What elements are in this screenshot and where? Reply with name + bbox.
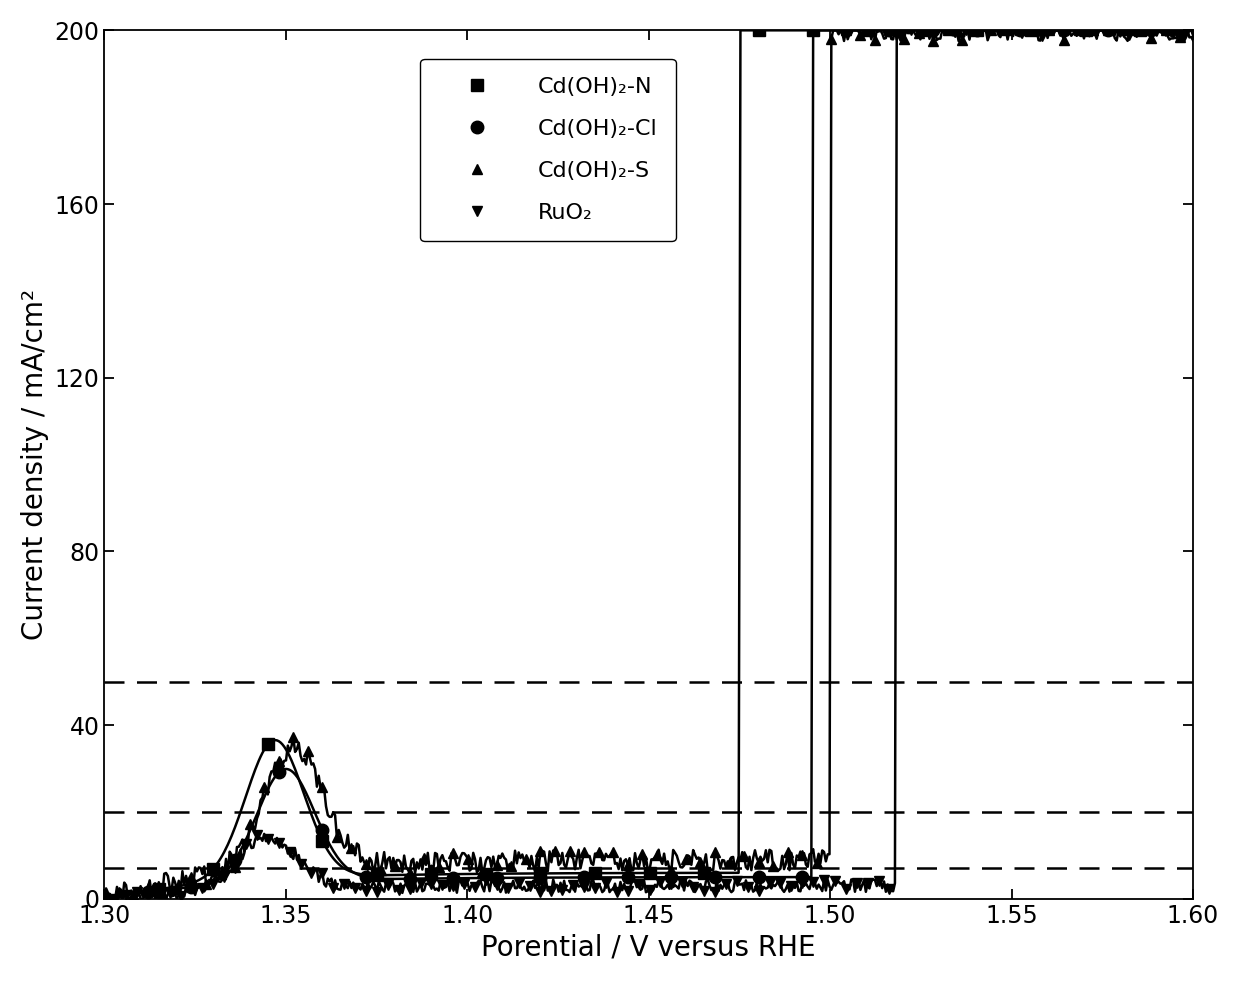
RuO₂ <box>740 881 755 893</box>
RuO₂ <box>1177 30 1192 42</box>
Cd(OH)₂-S <box>926 35 941 47</box>
Cd(OH)₂-N <box>424 868 439 880</box>
Cd(OH)₂-N <box>1133 25 1148 36</box>
Cd(OH)₂-N <box>151 884 166 896</box>
RuO₂ <box>304 867 319 879</box>
Cd(OH)₂-N <box>806 25 821 36</box>
Cd(OH)₂-Cl <box>620 871 635 883</box>
Cd(OH)₂-N <box>1079 25 1094 36</box>
Line: Cd(OH)₂-Cl: Cd(OH)₂-Cl <box>98 25 1157 905</box>
Cd(OH)₂-Cl <box>228 853 243 865</box>
Cd(OH)₂-S <box>998 25 1013 36</box>
RuO₂ <box>904 25 919 36</box>
Cd(OH)₂-Cl <box>795 871 810 883</box>
Cd(OH)₂-S <box>184 871 198 883</box>
Cd(OH)₂-Cl <box>272 767 286 779</box>
Cd(OH)₂-N <box>97 893 112 904</box>
Cd(OH)₂-Cl <box>358 871 373 883</box>
RuO₂ <box>653 876 668 888</box>
Cd(OH)₂-Cl <box>1056 25 1071 36</box>
Cd(OH)₂-N <box>206 862 221 874</box>
Cd(OH)₂-Cl <box>97 893 112 904</box>
Cd(OH)₂-N <box>533 867 548 879</box>
Cd(OH)₂-Cl <box>970 25 985 36</box>
Cd(OH)₂-S <box>838 25 853 36</box>
Cd(OH)₂-Cl <box>838 25 853 36</box>
Cd(OH)₂-Cl <box>882 25 897 36</box>
Cd(OH)₂-Cl <box>1100 25 1115 36</box>
Cd(OH)₂-N <box>315 835 330 846</box>
Cd(OH)₂-S <box>1071 25 1086 36</box>
Cd(OH)₂-N <box>260 738 275 750</box>
RuO₂ <box>1100 25 1115 36</box>
RuO₂ <box>1133 25 1148 36</box>
Cd(OH)₂-Cl <box>315 824 330 836</box>
Cd(OH)₂-N <box>370 869 384 881</box>
Cd(OH)₂-Cl <box>926 25 941 36</box>
Cd(OH)₂-S <box>97 893 112 904</box>
Cd(OH)₂-S <box>1173 31 1188 43</box>
Cd(OH)₂-Cl <box>663 871 678 883</box>
RuO₂ <box>347 882 362 894</box>
Cd(OH)₂-Cl <box>446 872 461 884</box>
Cd(OH)₂-Cl <box>490 872 505 884</box>
Cd(OH)₂-Cl <box>1013 25 1028 36</box>
Cd(OH)₂-S <box>970 25 985 36</box>
Cd(OH)₂-Cl <box>751 871 766 883</box>
Cd(OH)₂-Cl <box>577 872 591 884</box>
Y-axis label: Current density / mA/cm²: Current density / mA/cm² <box>21 289 48 640</box>
Cd(OH)₂-N <box>697 867 712 879</box>
Line: RuO₂: RuO₂ <box>99 26 1189 903</box>
Cd(OH)₂-N <box>588 867 603 879</box>
Line: Cd(OH)₂-S: Cd(OH)₂-S <box>99 26 1185 903</box>
Cd(OH)₂-S <box>955 34 970 46</box>
Cd(OH)₂-N <box>751 25 766 36</box>
X-axis label: Porential / V versus RHE: Porential / V versus RHE <box>481 933 816 961</box>
Cd(OH)₂-N <box>479 868 494 880</box>
Legend: Cd(OH)₂-N, Cd(OH)₂-Cl, Cd(OH)₂-S, RuO₂: Cd(OH)₂-N, Cd(OH)₂-Cl, Cd(OH)₂-S, RuO₂ <box>420 59 676 241</box>
RuO₂ <box>97 893 112 904</box>
Cd(OH)₂-Cl <box>140 887 155 899</box>
Cd(OH)₂-Cl <box>1143 25 1158 36</box>
Cd(OH)₂-Cl <box>708 871 723 883</box>
Cd(OH)₂-N <box>970 25 985 36</box>
Cd(OH)₂-Cl <box>533 872 548 884</box>
Cd(OH)₂-N <box>915 25 930 36</box>
Cd(OH)₂-N <box>1024 25 1039 36</box>
Line: Cd(OH)₂-N: Cd(OH)₂-N <box>98 25 1147 905</box>
Cd(OH)₂-Cl <box>402 873 417 885</box>
Cd(OH)₂-N <box>642 867 657 879</box>
Cd(OH)₂-Cl <box>184 881 198 893</box>
Cd(OH)₂-N <box>861 25 875 36</box>
